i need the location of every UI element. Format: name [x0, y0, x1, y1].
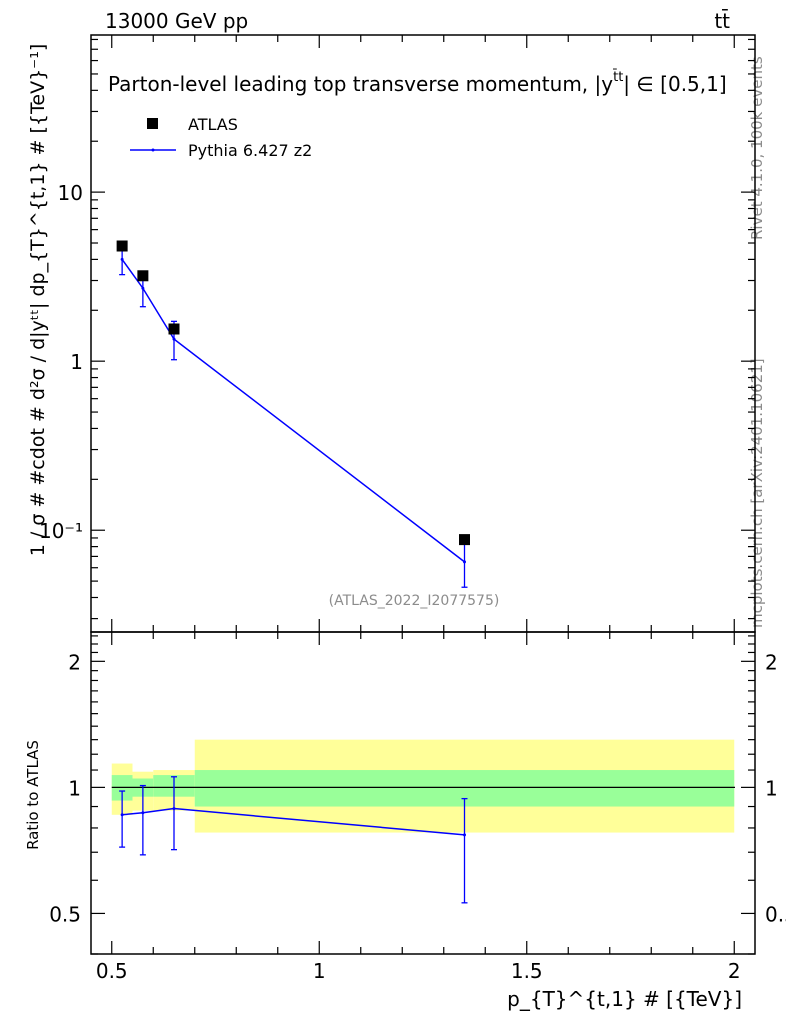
- atlas-data-point: [168, 323, 180, 335]
- ratio-data-layer: [111, 739, 735, 904]
- main-ytick-label: 1: [70, 350, 83, 374]
- atlas-data-point: [459, 534, 470, 546]
- main-title: Parton-level leading top transverse mome…: [108, 70, 727, 96]
- ratio-point: [463, 833, 466, 837]
- ratio-ylabel: Ratio to ATLAS: [24, 740, 42, 850]
- analysis-label: (ATLAS_2022_I2077575): [329, 593, 500, 609]
- main-ytick-label: 10⁻¹: [39, 519, 83, 543]
- pythia-point: [141, 286, 145, 290]
- ratio-point: [141, 811, 145, 815]
- source-label: mcplots.cern.ch [arXiv:2401.10621]: [748, 358, 766, 628]
- ratio-line: [122, 807, 465, 836]
- main-data-layer: [116, 240, 470, 588]
- main-title-suffix: | ∈ [0.5,1]: [623, 72, 726, 96]
- legend-atlas-marker: [147, 118, 158, 129]
- x-tick-label: 0.5: [96, 959, 128, 983]
- legend: ATLAS Pythia 6.427 z2: [130, 115, 312, 160]
- x-tick-label: 2: [728, 959, 741, 983]
- main-title-sup: t̄t: [612, 70, 623, 85]
- header-energy-label: 13000 GeV pp: [105, 9, 248, 33]
- x-tick-label: 1.5: [511, 959, 543, 983]
- pythia-point: [172, 337, 176, 341]
- ratio-ytick-label-right: 2: [765, 650, 778, 674]
- atlas-data-point: [116, 240, 128, 252]
- ratio-frame: [90, 631, 756, 955]
- x-axis-label: p_{T}^{t,1} # [{TeV}]: [507, 987, 742, 1011]
- ratio-ytick-label-right: 1: [765, 776, 778, 800]
- ratio-point: [120, 813, 124, 817]
- ratio-ytick-label-right: 0.5: [765, 902, 786, 926]
- main-title-text: Parton-level leading top transverse mome…: [108, 72, 613, 96]
- header-process-label: tt̄: [714, 8, 730, 33]
- legend-pythia-marker: [151, 148, 155, 152]
- atlas-data-point: [137, 270, 149, 282]
- legend-pythia-label: Pythia 6.427 z2: [188, 141, 312, 160]
- rivet-info-label: Rivet 4.1.0, 100k events: [748, 56, 766, 240]
- main-ylabel: 1 / σ # #cdot # d²σ / d|yᵗᵗ| dp_{T}^{t,1…: [27, 44, 49, 556]
- pythia-point: [463, 560, 466, 564]
- legend-atlas-label: ATLAS: [188, 115, 238, 134]
- pythia-point: [120, 257, 124, 261]
- ratio-ytick-label-left: 0.5: [49, 902, 81, 926]
- ratio-ytick-label-left: 1: [68, 776, 81, 800]
- main-ytick-label: 10: [58, 181, 83, 205]
- main-panel: 10⁻¹ 1 10 Parton-level leading top transve…: [27, 34, 756, 633]
- ratio-axes: 0.5 0.5 1 1 2 2 0.5 1 1.5 2: [49, 632, 786, 983]
- pythia-line: [121, 258, 465, 563]
- main-axes: 10⁻¹ 1 10: [39, 35, 755, 632]
- ratio-point: [172, 807, 176, 811]
- ratio-ytick-label-left: 2: [68, 650, 81, 674]
- ratio-panel: 0.5 0.5 1 1 2 2 0.5 1 1.5 2 Ratio to ATLAS p_{T}^…: [24, 631, 786, 1011]
- x-tick-label: 1: [313, 959, 326, 983]
